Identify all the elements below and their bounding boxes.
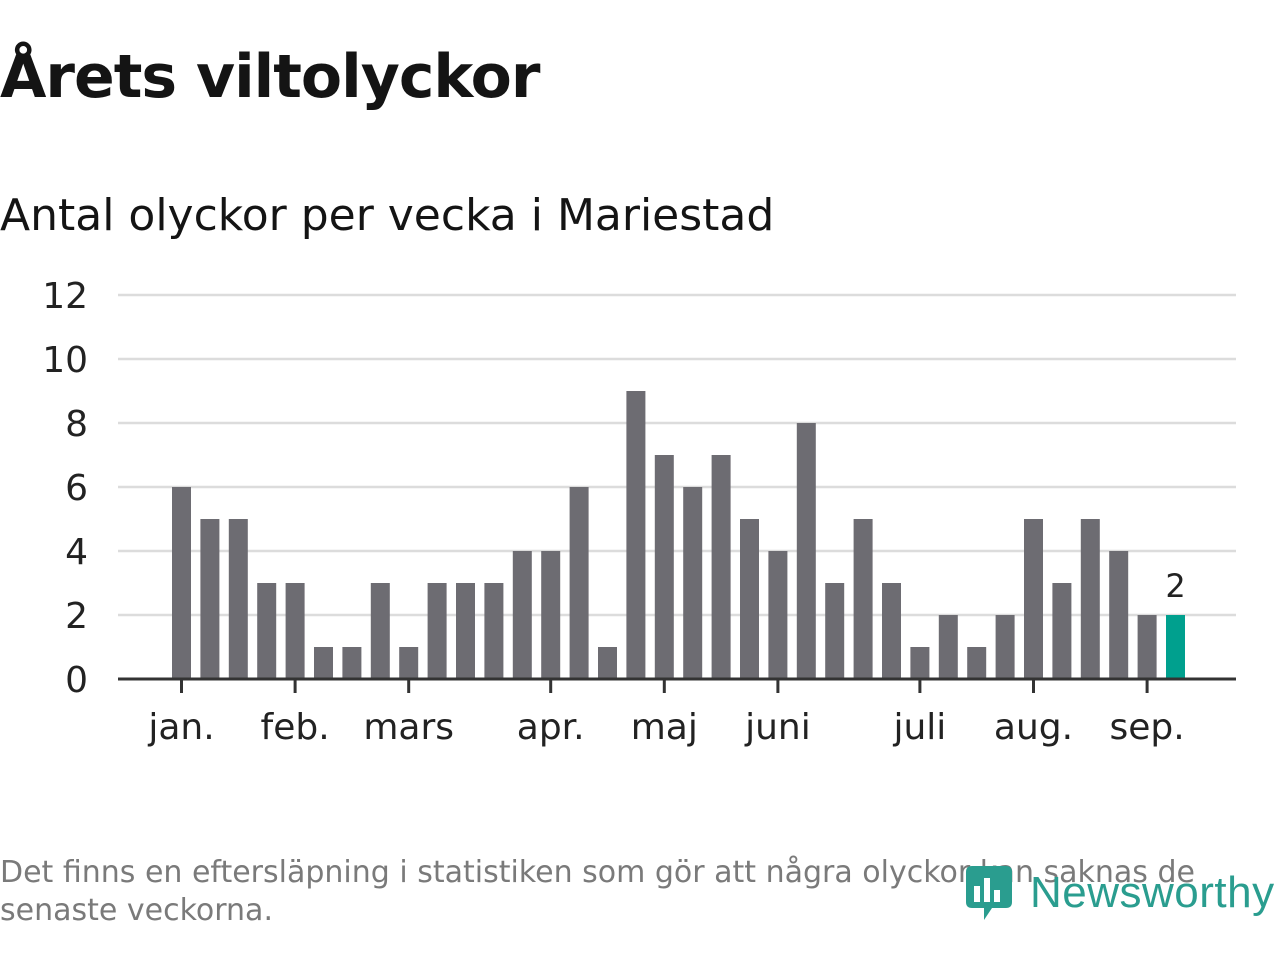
chart-title: Årets viltolyckor bbox=[0, 42, 540, 112]
newsworthy-logo-text: Newsworthy bbox=[1030, 868, 1275, 917]
bar bbox=[967, 647, 987, 679]
bar bbox=[598, 647, 617, 679]
bar bbox=[484, 583, 504, 679]
bar bbox=[257, 583, 277, 679]
bar bbox=[853, 519, 873, 679]
y-tick-label: 12 bbox=[42, 276, 88, 317]
x-tick-label: apr. bbox=[517, 707, 585, 748]
bar bbox=[740, 519, 759, 679]
y-tick-label: 8 bbox=[65, 404, 88, 445]
bar bbox=[427, 583, 447, 679]
bar bbox=[342, 647, 362, 679]
chart-subtitle: Antal olyckor per vecka i Mariestad bbox=[0, 190, 775, 241]
bar bbox=[910, 647, 930, 679]
bar bbox=[370, 583, 390, 679]
bar bbox=[512, 551, 532, 679]
bar-highlight bbox=[1166, 615, 1185, 679]
bar bbox=[314, 647, 333, 679]
bar bbox=[711, 455, 731, 679]
y-tick-label: 10 bbox=[42, 340, 88, 381]
bar bbox=[1052, 583, 1072, 679]
bar bbox=[1024, 519, 1043, 679]
bar bbox=[882, 583, 901, 679]
bar bbox=[768, 551, 788, 679]
bar bbox=[1080, 519, 1100, 679]
bar bbox=[796, 423, 816, 679]
y-tick-label: 0 bbox=[65, 660, 88, 701]
bar bbox=[938, 615, 958, 679]
newsworthy-logo: Newsworthy bbox=[962, 862, 1275, 924]
bar bbox=[541, 551, 561, 679]
x-tick-label: aug. bbox=[994, 707, 1073, 748]
bar bbox=[995, 615, 1015, 679]
newsworthy-logo-icon bbox=[966, 866, 1012, 920]
bar bbox=[626, 391, 646, 679]
bar bbox=[569, 487, 589, 679]
x-tick-label: juni bbox=[744, 707, 811, 748]
bar bbox=[654, 455, 674, 679]
last-value-label: 2 bbox=[1165, 567, 1185, 605]
bar bbox=[1137, 615, 1157, 679]
bar-chart: 0 2 4 6 8 10 12 2 jan. feb. mars apr. maj juni juli aug… bbox=[42, 276, 1236, 748]
bar bbox=[399, 647, 419, 679]
bar bbox=[228, 519, 248, 679]
bar bbox=[200, 519, 220, 679]
x-tick-label: mars bbox=[363, 707, 454, 748]
x-tick-label: juli bbox=[892, 707, 946, 748]
y-tick-label: 4 bbox=[65, 532, 88, 573]
x-tick-label: sep. bbox=[1109, 707, 1184, 748]
x-tick-label: maj bbox=[631, 707, 698, 748]
x-tick-label: jan. bbox=[147, 707, 214, 748]
bar bbox=[825, 583, 845, 679]
bar bbox=[1109, 551, 1129, 679]
bar bbox=[172, 487, 191, 679]
y-tick-label: 6 bbox=[65, 468, 88, 509]
y-tick-label: 2 bbox=[65, 596, 88, 637]
bar bbox=[683, 487, 703, 679]
bar bbox=[285, 583, 305, 679]
x-tick-label: feb. bbox=[261, 707, 330, 748]
bar bbox=[456, 583, 475, 679]
